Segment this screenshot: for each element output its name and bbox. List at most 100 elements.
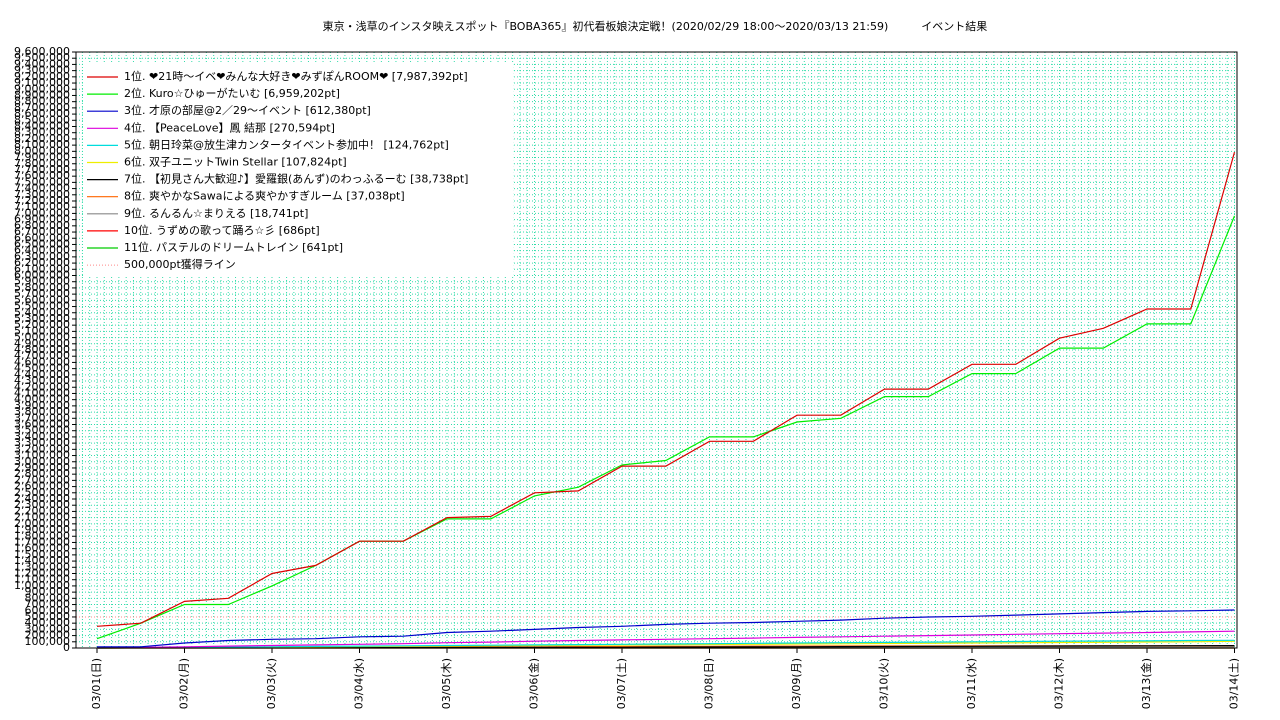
y-tick-label: 4,200,000 <box>14 380 70 393</box>
x-tick-label: 03/03(火) <box>265 658 278 709</box>
y-tick-label: 1,000,000 <box>14 579 70 592</box>
y-tick-label: 700,000 <box>25 598 71 611</box>
x-tick-label: 03/12(木) <box>1053 658 1066 709</box>
y-tick-label: 500,000 <box>25 610 71 623</box>
y-tick-label: 800,000 <box>25 591 71 604</box>
y-tick-label: 3,700,000 <box>14 411 70 424</box>
y-tick-label: 3,300,000 <box>14 436 70 449</box>
y-tick-label: 4,700,000 <box>14 349 70 362</box>
y-tick-label: 9,200,000 <box>14 70 70 83</box>
x-tick-label: 03/08(日) <box>703 658 716 709</box>
y-tick-label: 4,600,000 <box>14 355 70 368</box>
y-tick-label: 6,200,000 <box>14 256 70 269</box>
y-tick-label: 200,000 <box>25 629 71 642</box>
y-tick-label: 1,800,000 <box>14 529 70 542</box>
legend-label: 500,000pt獲得ライン <box>124 258 236 271</box>
x-tick-label: 03/01(日) <box>90 658 103 709</box>
y-tick-label: 6,400,000 <box>14 244 70 257</box>
y-tick-label: 3,100,000 <box>14 449 70 462</box>
legend-label: 9位. るんるん☆まりえる [18,741pt] <box>124 206 308 220</box>
y-tick-label: 3,800,000 <box>14 405 70 418</box>
y-tick-label: 1,100,000 <box>14 573 70 586</box>
x-tick-label: 03/02(月) <box>178 658 191 709</box>
y-tick-label: 3,200,000 <box>14 442 70 455</box>
y-tick-label: 7,900,000 <box>14 151 70 164</box>
x-tick-label: 03/14(土) <box>1228 658 1241 709</box>
y-tick-label: 1,400,000 <box>14 554 70 567</box>
y-tick-label: 2,400,000 <box>14 492 70 505</box>
y-tick-label: 2,200,000 <box>14 504 70 517</box>
y-tick-label: 2,100,000 <box>14 511 70 524</box>
x-tick-label: 03/04(水) <box>353 658 366 709</box>
y-tick-label: 1,600,000 <box>14 542 70 555</box>
y-tick-label: 6,600,000 <box>14 231 70 244</box>
x-tick-label: 03/10(火) <box>878 658 891 709</box>
y-tick-label: 7,300,000 <box>14 188 70 201</box>
y-tick-label: 9,100,000 <box>14 76 70 89</box>
x-tick-label: 03/05(木) <box>440 658 453 709</box>
y-tick-label: 100,000 <box>25 635 71 648</box>
legend-label: 6位. 双子ユニットTwin Stellar [107,824pt] <box>124 155 347 169</box>
y-tick-label: 7,700,000 <box>14 163 70 176</box>
y-tick-label: 5,300,000 <box>14 312 70 325</box>
y-tick-label: 5,600,000 <box>14 293 70 306</box>
y-tick-label: 7,500,000 <box>14 175 70 188</box>
y-tick-label: 8,200,000 <box>14 132 70 145</box>
chart-title: 東京・浅草のインスタ映えスポット『BOBA365』初代看板娘決定戦！(2020/… <box>323 19 988 33</box>
y-tick-label: 5,400,000 <box>14 306 70 319</box>
y-tick-label: 2,600,000 <box>14 480 70 493</box>
x-tick-label: 03/11(水) <box>965 658 978 709</box>
y-tick-label: 8,600,000 <box>14 107 70 120</box>
y-tick-label: 3,500,000 <box>14 424 70 437</box>
legend-label: 3位. 才原の部屋@2／29〜イベント [612,380pt] <box>124 103 371 117</box>
y-tick-label: 1,900,000 <box>14 523 70 536</box>
y-tick-label: 5,900,000 <box>14 275 70 288</box>
y-tick-label: 4,100,000 <box>14 386 70 399</box>
y-tick-label: 4,000,000 <box>14 393 70 406</box>
y-tick-label: 2,300,000 <box>14 498 70 511</box>
series-line <box>96 215 1236 640</box>
y-tick-label: 3,600,000 <box>14 418 70 431</box>
y-tick-label: 4,800,000 <box>14 343 70 356</box>
x-tick-label: 03/06(金) <box>527 658 541 709</box>
plot-frame <box>75 51 1238 649</box>
y-tick-label: 6,300,000 <box>14 250 70 263</box>
y-tick-label: 7,600,000 <box>14 169 70 182</box>
y-tick-label: 8,900,000 <box>14 88 70 101</box>
y-tick-label: 3,000,000 <box>14 455 70 468</box>
y-tick-label: 7,800,000 <box>14 157 70 170</box>
y-axis: 0100,000200,000300,000400,000500,000600,… <box>14 45 1240 709</box>
y-tick-label: 2,700,000 <box>14 473 70 486</box>
y-tick-label: 2,800,000 <box>14 467 70 480</box>
y-tick-label: 0 <box>63 641 70 654</box>
y-tick-label: 7,200,000 <box>14 194 70 207</box>
y-tick-label: 6,900,000 <box>14 213 70 226</box>
legend-label: 2位. Kuro☆ひゅーがたいむ [6,959,202pt] <box>124 86 340 100</box>
legend-box <box>83 62 513 277</box>
y-tick-label: 600,000 <box>25 604 71 617</box>
y-tick-label: 400,000 <box>25 616 71 629</box>
y-tick-label: 6,500,000 <box>14 237 70 250</box>
y-tick-label: 8,000,000 <box>14 144 70 157</box>
y-tick-label: 8,500,000 <box>14 113 70 126</box>
y-tick-label: 2,500,000 <box>14 486 70 499</box>
y-tick-label: 1,200,000 <box>14 567 70 580</box>
y-tick-label: 4,300,000 <box>14 374 70 387</box>
legend-label: 5位. 朝日玲菜@放生津カンタータイベント参加中！ [124,762pt] <box>124 137 449 151</box>
y-tick-label: 1,500,000 <box>14 548 70 561</box>
y-tick-label: 8,700,000 <box>14 101 70 114</box>
series-line <box>96 630 1235 649</box>
y-tick-label: 7,000,000 <box>14 206 70 219</box>
y-tick-label: 9,600,000 <box>14 45 70 58</box>
y-tick-label: 3,900,000 <box>14 399 70 412</box>
series-line <box>96 639 1235 649</box>
legend-label: 11位. パステルのドリームトレイン [641pt] <box>124 240 343 254</box>
y-tick-label: 1,300,000 <box>14 560 70 573</box>
y-tick-label: 9,400,000 <box>14 57 70 70</box>
series-line <box>97 609 1235 648</box>
x-tick-label: 03/13(金) <box>1139 658 1153 709</box>
y-tick-label: 8,100,000 <box>14 138 70 151</box>
legend-label: 8位. 爽やかなSawaによる爽やかすぎルーム [37,038pt] <box>124 189 405 203</box>
